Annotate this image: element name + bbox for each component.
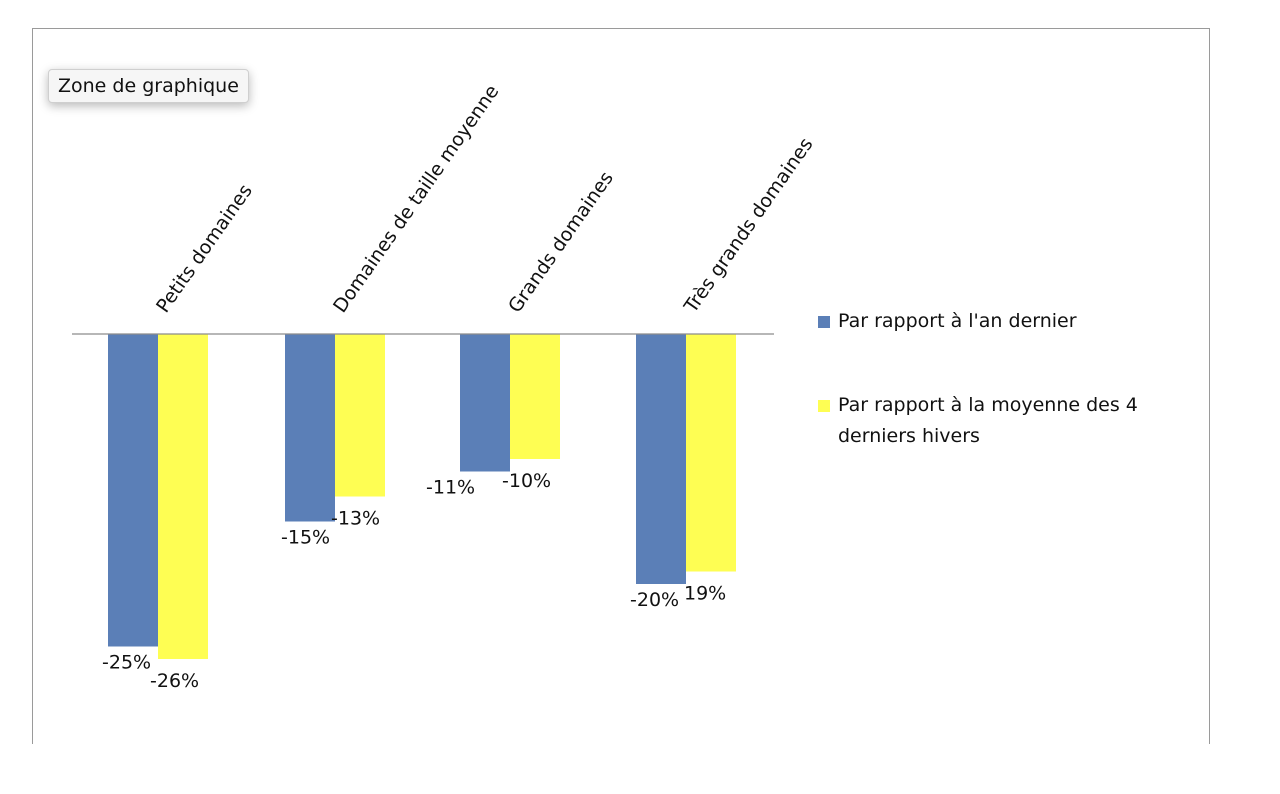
data-label-domaines-de-taille-moyenne-series-2: -13%	[331, 508, 380, 530]
data-label-tres-grands-domaines-series-2: 19%	[684, 583, 726, 605]
data-label-petits-domaines-series-2: -26%	[150, 670, 199, 692]
category-label-domaines-de-taille-moyenne: Domaines de taille moyenne	[329, 81, 503, 317]
data-label-tres-grands-domaines-series-1: -20%	[630, 589, 679, 611]
chart-frame	[32, 28, 1210, 744]
bars-layer	[108, 334, 736, 659]
data-labels: -25% -15% -11% -20% -26% -13% -10% 19%	[102, 470, 726, 692]
bar-tres-grands-domaines-series-2[interactable]	[686, 334, 736, 572]
bar-domaines-de-taille-moyenne-series-2[interactable]	[335, 334, 385, 497]
category-label-grands-domaines: Grands domaines	[504, 167, 618, 316]
bar-grands-domaines-series-2[interactable]	[510, 334, 560, 459]
legend-label-series-2: Par rapport à la moyenne des 4 derniers h…	[838, 394, 1138, 447]
bar-grands-domaines-series-1[interactable]	[460, 334, 510, 472]
bar-petits-domaines-series-1[interactable]	[108, 334, 158, 647]
data-label-petits-domaines-series-1: -25%	[102, 652, 151, 674]
legend: Par rapport à l'an dernier Par rapport à …	[818, 310, 1138, 447]
bar-domaines-de-taille-moyenne-series-1[interactable]	[285, 334, 335, 522]
bar-petits-domaines-series-2[interactable]	[158, 334, 208, 659]
category-label-tres-grands-domaines: Très grands domaines	[680, 134, 818, 318]
legend-label-series-1: Par rapport à l'an dernier	[838, 310, 1077, 332]
data-label-grands-domaines-series-1: -11%	[426, 477, 475, 499]
category-label-petits-domaines: Petits domaines	[152, 180, 257, 317]
data-label-domaines-de-taille-moyenne-series-1: -15%	[281, 527, 330, 549]
chart-area-tooltip: Zone de graphique	[48, 69, 249, 103]
bar-tres-grands-domaines-series-1[interactable]	[636, 334, 686, 584]
data-label-grands-domaines-series-2: -10%	[502, 470, 551, 492]
legend-swatch-series-2	[818, 400, 830, 412]
legend-swatch-series-1	[818, 316, 830, 328]
category-labels: Petits domaines Domaines de taille moyenn…	[152, 81, 817, 318]
